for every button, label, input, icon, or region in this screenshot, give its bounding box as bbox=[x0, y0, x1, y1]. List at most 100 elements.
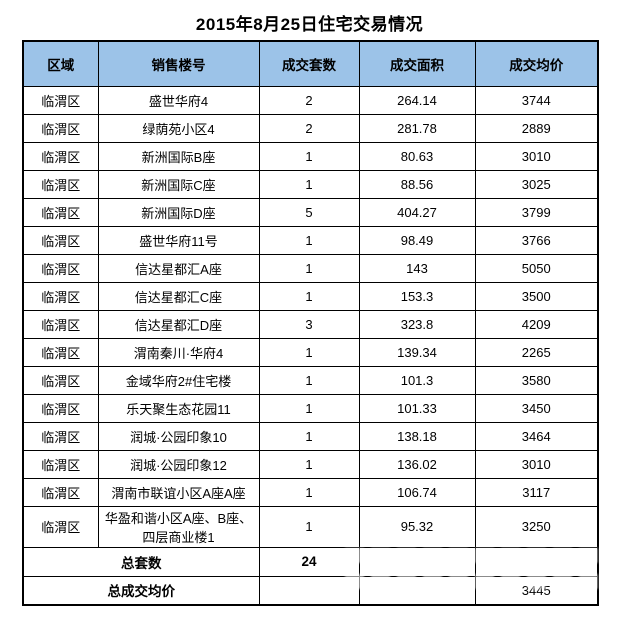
region-cell: 临渭区 bbox=[22, 477, 99, 507]
units-cell: 1 bbox=[258, 365, 360, 395]
area-cell: 139.34 bbox=[358, 337, 476, 367]
table-row: 临渭区 华盈和谐小区A座、B座、四层商业楼1 1 95.32 3250 bbox=[22, 505, 599, 548]
total-units-label: 总套数 bbox=[22, 546, 260, 577]
table-row: 临渭区 乐天聚生态花园11 1 101.33 3450 bbox=[22, 393, 599, 423]
table-row: 临渭区 信达星都汇D座 3 323.8 4209 bbox=[22, 309, 599, 339]
area-cell: 101.3 bbox=[358, 365, 476, 395]
area-cell: 264.14 bbox=[358, 85, 476, 115]
building-cell: 新洲国际C座 bbox=[97, 169, 260, 199]
units-cell: 1 bbox=[258, 421, 360, 451]
table-row: 临渭区 新洲国际D座 5 404.27 3799 bbox=[22, 197, 599, 227]
price-cell: 3580 bbox=[474, 365, 599, 395]
transactions-table: 区域 销售楼号 成交套数 成交面积 成交均价 临渭区 盛世华府4 2 264.14 37… bbox=[22, 40, 599, 606]
table-row: 临渭区 渭南秦川·华府4 1 139.34 2265 bbox=[22, 337, 599, 367]
price-cell: 3744 bbox=[474, 85, 599, 115]
building-cell: 金域华府2#住宅楼 bbox=[97, 365, 260, 395]
units-cell: 1 bbox=[258, 337, 360, 367]
price-cell: 3464 bbox=[474, 421, 599, 451]
region-cell: 临渭区 bbox=[22, 225, 99, 255]
region-cell: 临渭区 bbox=[22, 365, 99, 395]
building-cell: 盛世华府11号 bbox=[97, 225, 260, 255]
building-cell: 渭南秦川·华府4 bbox=[97, 337, 260, 367]
area-cell: 98.49 bbox=[358, 225, 476, 255]
total-units-value: 24 bbox=[258, 546, 360, 577]
table-row: 临渭区 绿荫苑小区4 2 281.78 2889 bbox=[22, 113, 599, 143]
region-cell: 临渭区 bbox=[22, 113, 99, 143]
table-row: 临渭区 金域华府2#住宅楼 1 101.3 3580 bbox=[22, 365, 599, 395]
table-footer: 总套数 24 总成交均价 3445 bbox=[22, 546, 599, 606]
region-cell: 临渭区 bbox=[22, 393, 99, 423]
region-cell: 临渭区 bbox=[22, 337, 99, 367]
table-header: 区域 销售楼号 成交套数 成交面积 成交均价 bbox=[22, 40, 599, 87]
table-row: 临渭区 新洲国际B座 1 80.63 3010 bbox=[22, 141, 599, 171]
column-header-area: 成交面积 bbox=[358, 40, 476, 87]
units-cell: 2 bbox=[258, 85, 360, 115]
area-cell: 95.32 bbox=[358, 505, 476, 548]
summary-row-total-units: 总套数 24 bbox=[22, 546, 599, 577]
summary-row-average-price: 总成交均价 3445 bbox=[22, 575, 599, 606]
building-cell: 新洲国际B座 bbox=[97, 141, 260, 171]
table-row: 临渭区 渭南市联谊小区A座A座 1 106.74 3117 bbox=[22, 477, 599, 507]
region-cell: 临渭区 bbox=[22, 253, 99, 283]
units-cell: 1 bbox=[258, 141, 360, 171]
average-price-value: 3445 bbox=[474, 575, 599, 606]
column-header-region: 区域 bbox=[22, 40, 99, 87]
price-cell: 3025 bbox=[474, 169, 599, 199]
building-cell: 润城·公园印象10 bbox=[97, 421, 260, 451]
area-cell: 281.78 bbox=[358, 113, 476, 143]
table-row: 临渭区 润城·公园印象10 1 138.18 3464 bbox=[22, 421, 599, 451]
average-price-label: 总成交均价 bbox=[22, 575, 260, 606]
building-cell: 乐天聚生态花园11 bbox=[97, 393, 260, 423]
area-cell: 80.63 bbox=[358, 141, 476, 171]
table-body: 临渭区 盛世华府4 2 264.14 3744 临渭区 绿荫苑小区4 2 281.78 2889 临… bbox=[22, 85, 599, 548]
price-cell: 4209 bbox=[474, 309, 599, 339]
price-cell: 2265 bbox=[474, 337, 599, 367]
column-header-units: 成交套数 bbox=[258, 40, 360, 87]
units-cell: 1 bbox=[258, 393, 360, 423]
table-row: 临渭区 信达星都汇C座 1 153.3 3500 bbox=[22, 281, 599, 311]
price-cell: 3010 bbox=[474, 449, 599, 479]
table-row: 临渭区 润城·公园印象12 1 136.02 3010 bbox=[22, 449, 599, 479]
region-cell: 临渭区 bbox=[22, 141, 99, 171]
units-cell: 1 bbox=[258, 477, 360, 507]
area-cell: 153.3 bbox=[358, 281, 476, 311]
price-cell: 3799 bbox=[474, 197, 599, 227]
units-cell: 1 bbox=[258, 505, 360, 548]
building-cell: 绿荫苑小区4 bbox=[97, 113, 260, 143]
building-cell: 盛世华府4 bbox=[97, 85, 260, 115]
units-cell: 1 bbox=[258, 225, 360, 255]
area-cell: 136.02 bbox=[358, 449, 476, 479]
area-cell: 323.8 bbox=[358, 309, 476, 339]
area-cell: 143 bbox=[358, 253, 476, 283]
units-cell: 1 bbox=[258, 169, 360, 199]
building-cell: 信达星都汇C座 bbox=[97, 281, 260, 311]
area-cell: 106.74 bbox=[358, 477, 476, 507]
units-cell: 5 bbox=[258, 197, 360, 227]
table-row: 临渭区 信达星都汇A座 1 143 5050 bbox=[22, 253, 599, 283]
units-cell: 1 bbox=[258, 449, 360, 479]
region-cell: 临渭区 bbox=[22, 281, 99, 311]
table-row: 临渭区 盛世华府11号 1 98.49 3766 bbox=[22, 225, 599, 255]
building-cell: 润城·公园印象12 bbox=[97, 449, 260, 479]
table-row: 临渭区 新洲国际C座 1 88.56 3025 bbox=[22, 169, 599, 199]
table-row: 临渭区 盛世华府4 2 264.14 3744 bbox=[22, 85, 599, 115]
price-cell: 2889 bbox=[474, 113, 599, 143]
price-cell: 3250 bbox=[474, 505, 599, 548]
price-cell: 3766 bbox=[474, 225, 599, 255]
area-cell: 101.33 bbox=[358, 393, 476, 423]
total-units-area-empty bbox=[358, 546, 476, 577]
region-cell: 临渭区 bbox=[22, 449, 99, 479]
price-cell: 3450 bbox=[474, 393, 599, 423]
region-cell: 临渭区 bbox=[22, 197, 99, 227]
column-header-price: 成交均价 bbox=[474, 40, 599, 87]
header-row: 区域 销售楼号 成交套数 成交面积 成交均价 bbox=[22, 40, 599, 87]
price-cell: 3500 bbox=[474, 281, 599, 311]
building-cell: 信达星都汇A座 bbox=[97, 253, 260, 283]
building-cell: 新洲国际D座 bbox=[97, 197, 260, 227]
area-cell: 138.18 bbox=[358, 421, 476, 451]
region-cell: 临渭区 bbox=[22, 169, 99, 199]
column-header-building: 销售楼号 bbox=[97, 40, 260, 87]
page-title: 2015年8月25日住宅交易情况 bbox=[195, 15, 424, 34]
price-cell: 3117 bbox=[474, 477, 599, 507]
